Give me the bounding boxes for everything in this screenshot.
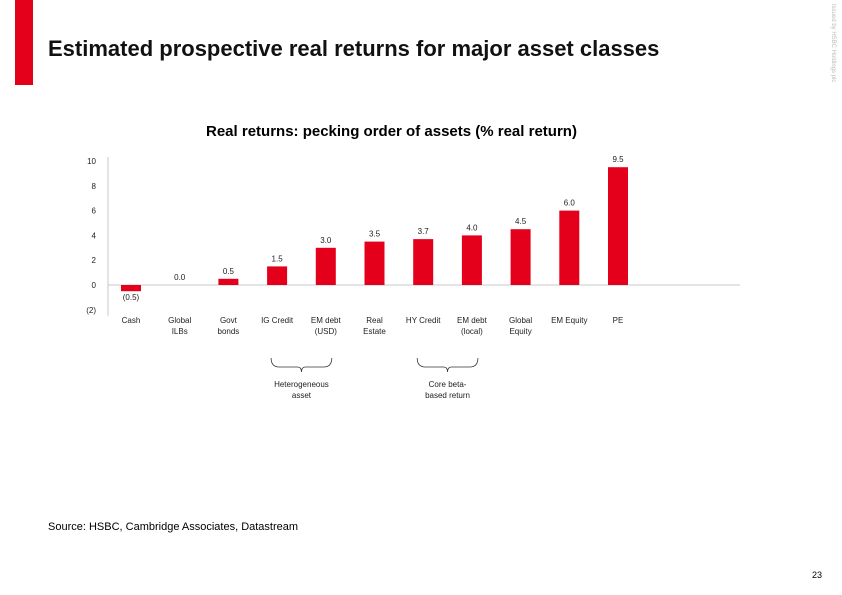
category-label: Global bbox=[509, 316, 532, 325]
data-label: 3.0 bbox=[320, 236, 332, 245]
category-label: EM Equity bbox=[551, 316, 587, 325]
category-label: (local) bbox=[461, 327, 483, 336]
annotation-brace bbox=[270, 357, 333, 373]
category-label: Real bbox=[366, 316, 383, 325]
chart-title: Real returns: pecking order of assets (%… bbox=[206, 123, 577, 140]
data-label: 3.7 bbox=[418, 227, 430, 236]
data-label: 0.0 bbox=[174, 273, 186, 282]
source-note: Source: HSBC, Cambridge Associates, Data… bbox=[48, 521, 299, 533]
category-label: Estate bbox=[363, 327, 386, 336]
annotation-line: asset bbox=[291, 391, 311, 400]
annotation-line: based return bbox=[425, 391, 470, 400]
bar bbox=[267, 266, 288, 285]
category-label: Govt bbox=[220, 316, 238, 325]
page-number: 23 bbox=[812, 570, 823, 580]
data-label: (0.5) bbox=[123, 293, 140, 302]
category-label: EM debt bbox=[457, 316, 488, 325]
data-label: 1.5 bbox=[272, 254, 284, 263]
y-tick-label: 4 bbox=[92, 231, 97, 240]
y-tick-label: 8 bbox=[92, 182, 97, 191]
annotation-label: Core beta-based return bbox=[403, 379, 493, 401]
data-label: 3.5 bbox=[369, 230, 381, 239]
annotation-line: Core beta- bbox=[428, 380, 467, 389]
y-tick-label: 2 bbox=[92, 256, 97, 265]
bar bbox=[559, 210, 580, 285]
data-label: 4.5 bbox=[515, 217, 527, 226]
bar bbox=[413, 239, 434, 285]
category-label: EM debt bbox=[311, 316, 342, 325]
y-tick-label: (2) bbox=[86, 306, 96, 315]
data-label: 9.5 bbox=[612, 155, 624, 164]
category-label: bonds bbox=[218, 327, 240, 336]
bar bbox=[364, 241, 385, 285]
bar bbox=[218, 278, 239, 285]
bar bbox=[315, 247, 336, 285]
accent-bar bbox=[15, 0, 33, 85]
data-label: 4.0 bbox=[466, 223, 478, 232]
annotation-line: Heterogeneous bbox=[274, 380, 329, 389]
bar bbox=[121, 285, 141, 292]
bar bbox=[608, 167, 628, 285]
category-label: Cash bbox=[122, 316, 141, 325]
bar bbox=[461, 235, 482, 285]
category-label: (USD) bbox=[315, 327, 338, 336]
category-label: HY Credit bbox=[406, 316, 441, 325]
y-tick-label: 6 bbox=[92, 207, 97, 216]
category-label: IG Credit bbox=[261, 316, 294, 325]
annotation-label: Heterogeneous asset bbox=[256, 379, 346, 401]
data-label: 0.5 bbox=[223, 267, 235, 276]
annotation-brace bbox=[416, 357, 479, 373]
data-label: 6.0 bbox=[564, 199, 576, 208]
category-label: ILBs bbox=[172, 327, 188, 336]
y-tick-label: 0 bbox=[92, 281, 97, 290]
category-label: Equity bbox=[509, 327, 531, 336]
y-tick-label: 10 bbox=[87, 157, 96, 166]
category-label: PE bbox=[613, 316, 624, 325]
category-label: Global bbox=[168, 316, 191, 325]
bar bbox=[510, 229, 531, 285]
slide-title: Estimated prospective real returns for m… bbox=[48, 36, 660, 61]
side-label: Issued by HSBC Holdings plc bbox=[830, 4, 836, 83]
